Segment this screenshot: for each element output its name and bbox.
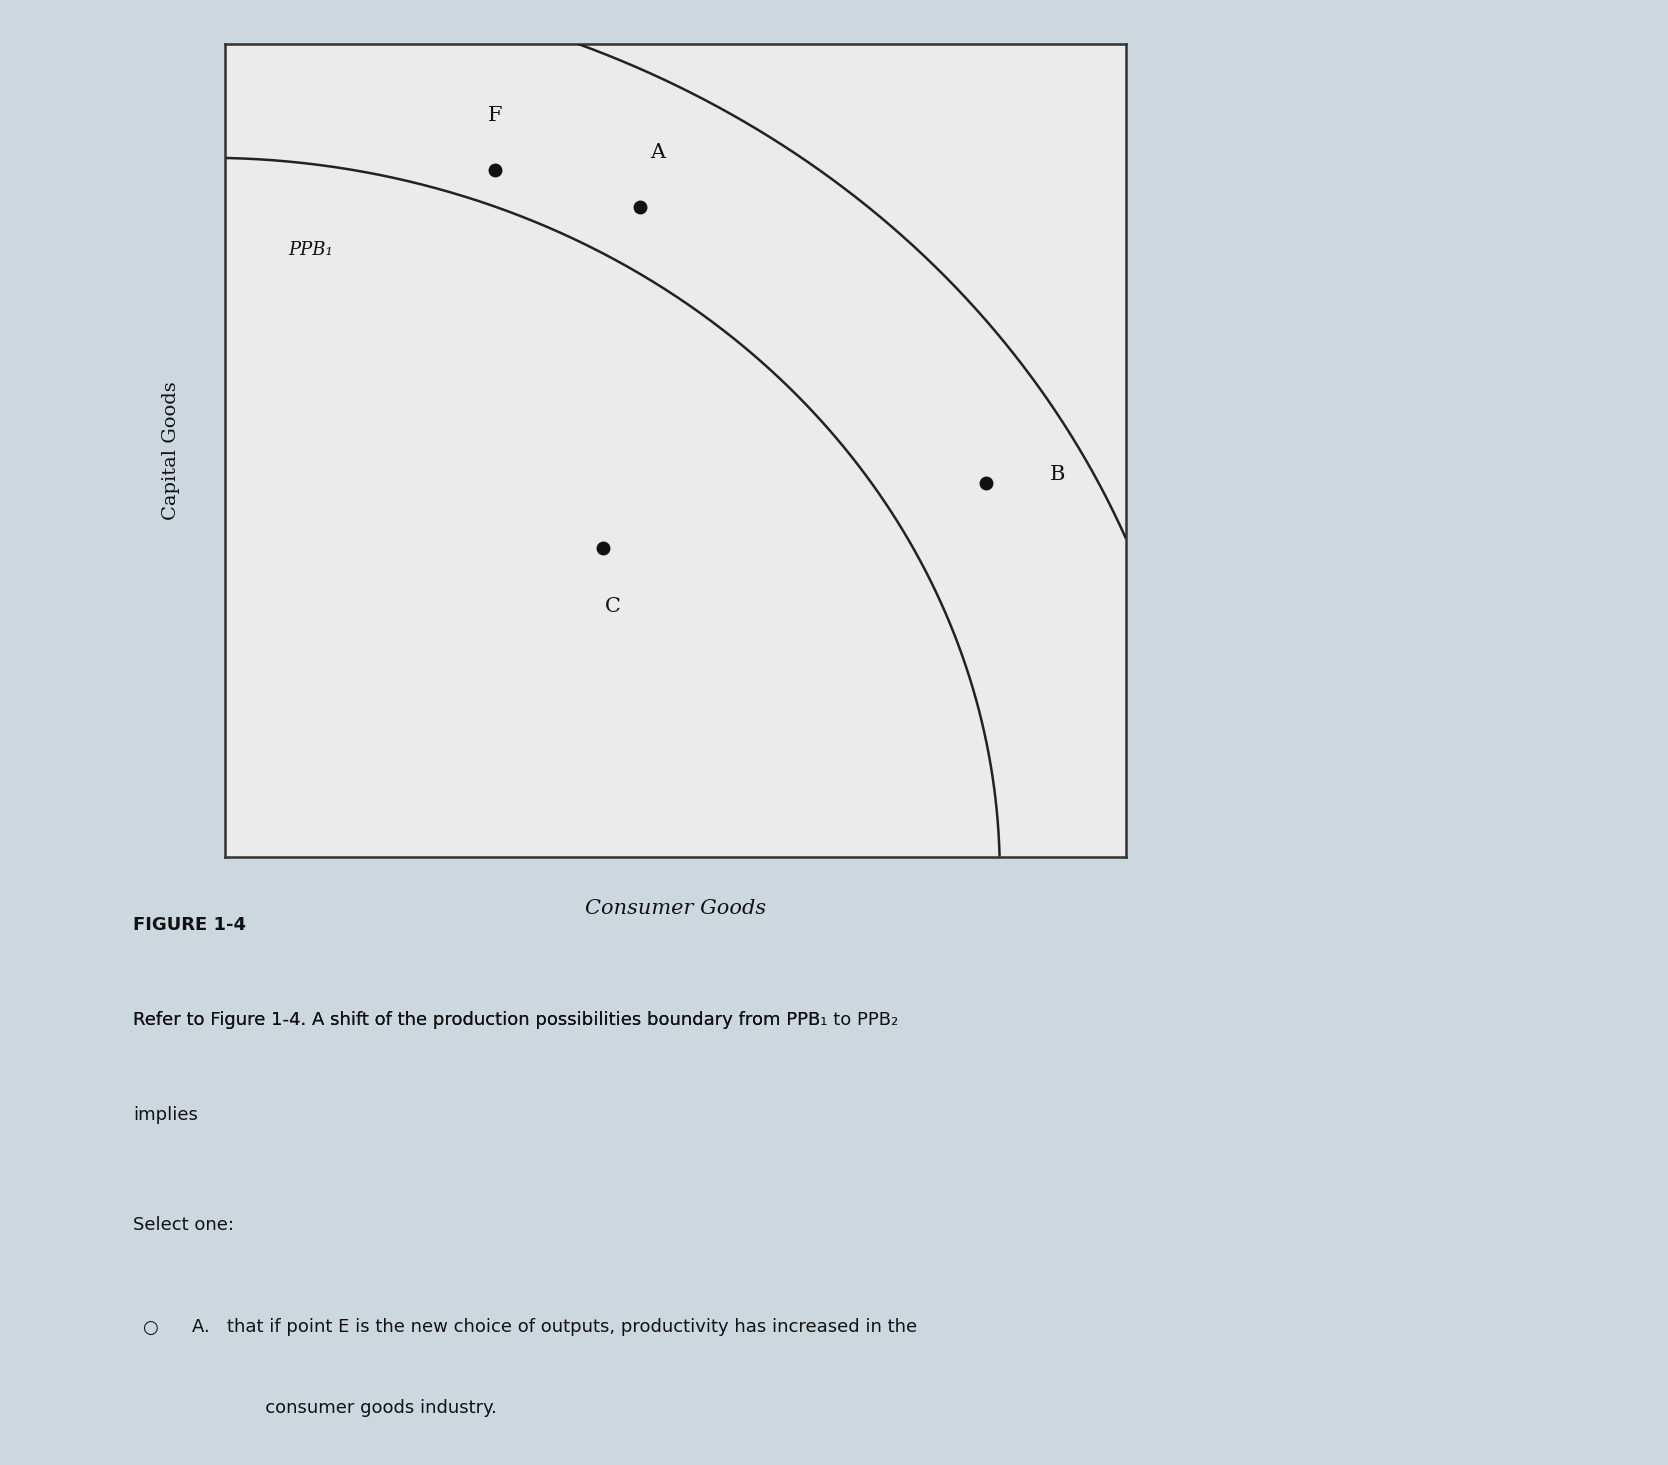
- Text: consumer goods industry.: consumer goods industry.: [225, 1399, 497, 1417]
- Text: Capital Goods: Capital Goods: [162, 381, 180, 520]
- Text: Refer to Figure 1-4. A shift of the production possibilities boundary from PPB: Refer to Figure 1-4. A shift of the prod…: [133, 1011, 821, 1028]
- Text: FIGURE 1-4: FIGURE 1-4: [133, 916, 247, 933]
- Text: A: A: [651, 144, 666, 161]
- Text: ○: ○: [142, 1318, 157, 1336]
- Text: implies: implies: [133, 1106, 198, 1124]
- Text: PPB₁: PPB₁: [289, 242, 334, 259]
- Text: B: B: [1049, 466, 1064, 485]
- Text: F: F: [489, 107, 502, 126]
- Text: Consumer Goods: Consumer Goods: [585, 900, 766, 917]
- Text: Select one:: Select one:: [133, 1216, 235, 1234]
- Text: C: C: [604, 596, 620, 615]
- Text: A.   that if point E is the new choice of outputs, productivity has increased in: A. that if point E is the new choice of …: [192, 1318, 917, 1336]
- Text: Refer to Figure 1-4. A shift of the production possibilities boundary from PPB₁ : Refer to Figure 1-4. A shift of the prod…: [133, 1011, 899, 1028]
